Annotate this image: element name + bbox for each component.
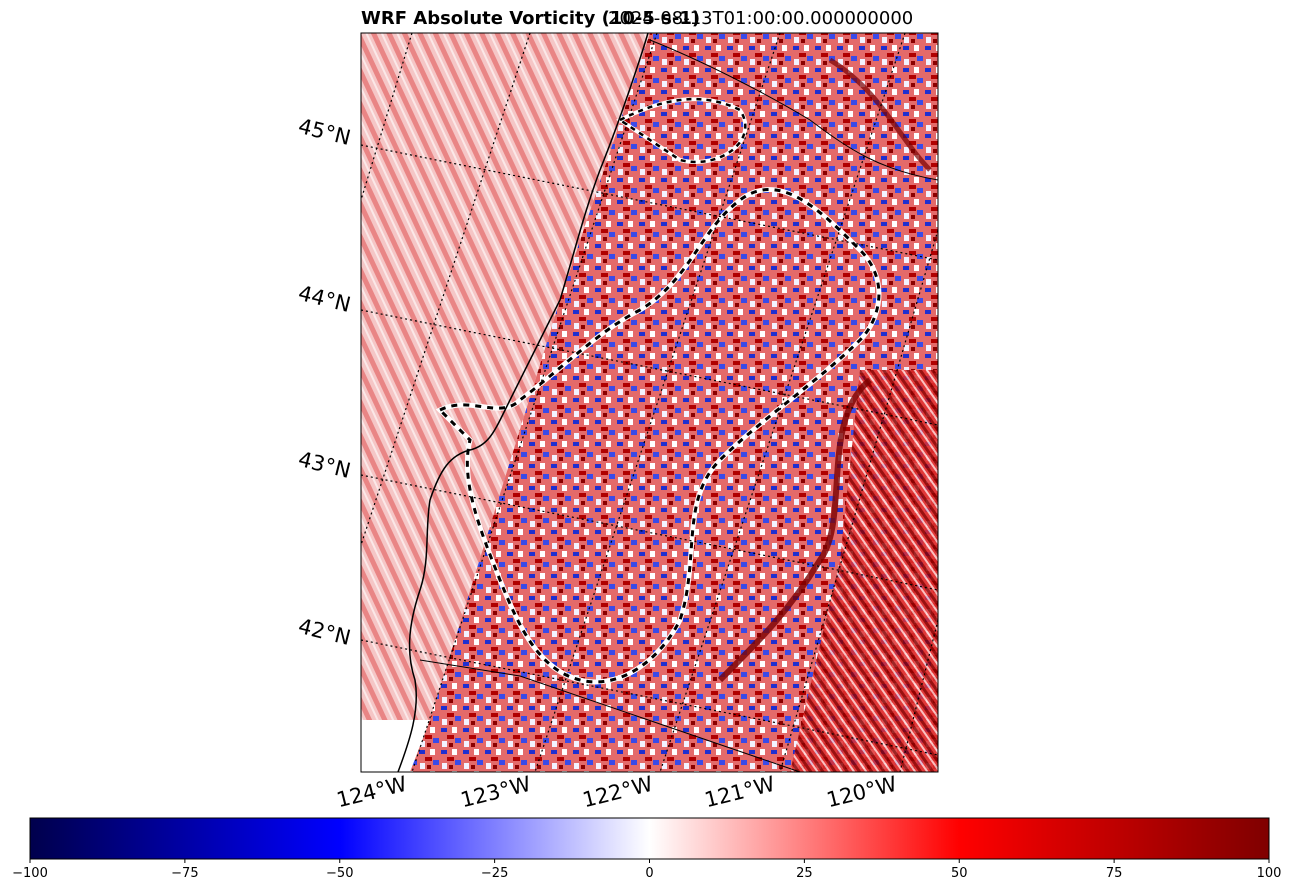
land-region <box>410 33 938 772</box>
map-frame <box>360 32 939 773</box>
colorbar-tick-label: −50 <box>326 866 354 881</box>
colorbar-tick-label: 75 <box>1105 866 1123 881</box>
colorbar-tick-label: 50 <box>950 866 968 881</box>
map-title: WRF Absolute Vorticity (10-5 s-1) <box>361 8 701 29</box>
graticule <box>361 33 938 772</box>
colorbar-tick-label: 100 <box>1256 866 1282 881</box>
eastern-region <box>790 370 938 772</box>
ocean-region <box>361 33 650 720</box>
southwest-corner-blank <box>361 720 400 772</box>
vorticity-field <box>361 33 938 772</box>
river-line <box>649 39 938 181</box>
colorbar-tick-label: 25 <box>796 866 813 881</box>
colorbar-tick-label: −100 <box>12 866 48 881</box>
colorbar-tick-label: −75 <box>171 866 199 881</box>
colorbar-tick-label: −25 <box>480 866 509 881</box>
colorbar-ticks <box>29 859 1270 863</box>
colorbar-tick-label: 0 <box>645 866 654 881</box>
colorbar-gradient <box>29 817 1270 860</box>
coastline <box>397 33 649 772</box>
map-timestamp: 2024-08-13T01:00:00.000000000 <box>608 8 914 29</box>
state-border <box>419 659 801 772</box>
